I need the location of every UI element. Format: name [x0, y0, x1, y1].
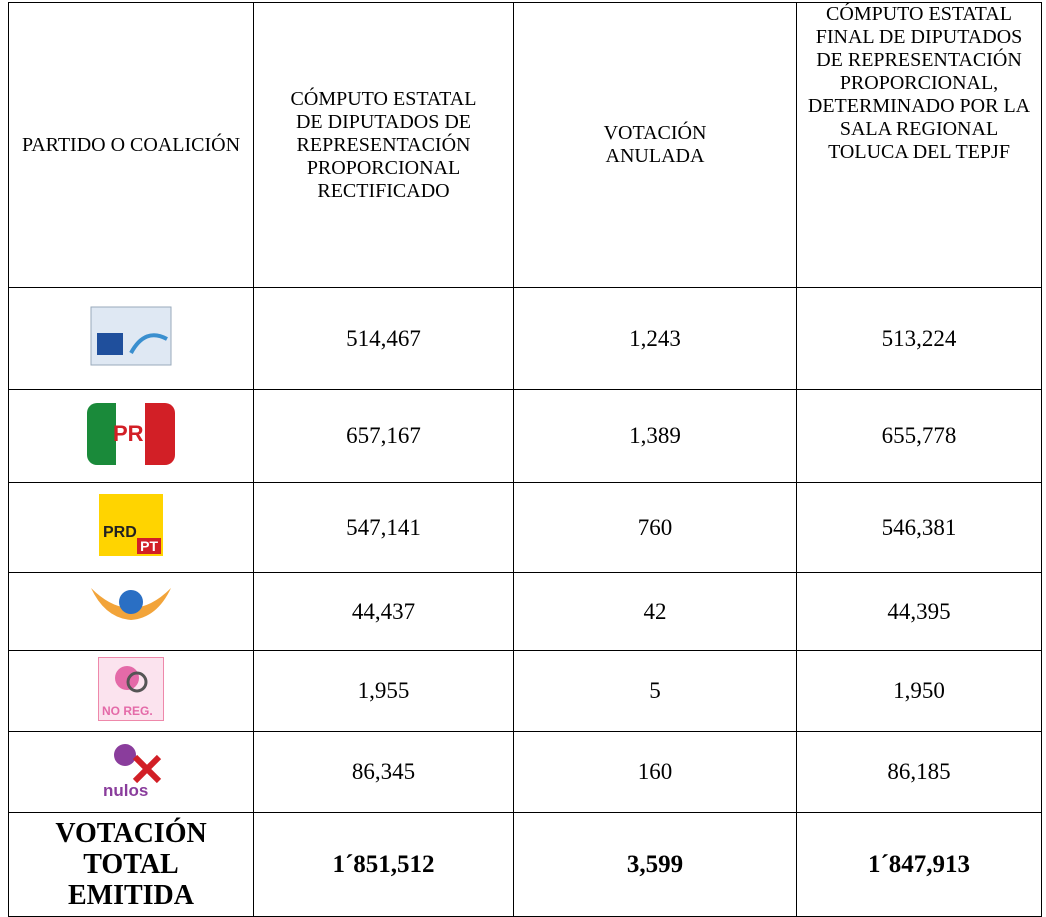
total-label: VOTACIÓN TOTAL EMITIDA: [8, 812, 254, 917]
header-cell: CÓMPUTO ESTATAL FINAL DE DIPUTADOS DE RE…: [796, 2, 1042, 288]
logo-cell: PRI: [8, 389, 254, 483]
row: 514,467 1,243 513,224: [8, 287, 1042, 390]
logo-text: nulos: [103, 780, 149, 800]
cell: 546,381: [796, 482, 1042, 573]
cell: 1,243: [513, 287, 797, 390]
cell: 86,345: [253, 731, 514, 813]
logo-noreg: NO REG.: [98, 656, 164, 721]
logo-cell: nulos: [8, 731, 254, 813]
cell: 1,955: [253, 650, 514, 732]
cell: 1,389: [513, 389, 797, 483]
cell: 760: [513, 482, 797, 573]
cell: 44,437: [253, 572, 514, 651]
results-table: PARTIDO O COALICIÓN CÓMPUTO ESTATAL DE D…: [8, 2, 1042, 917]
logo-text: NO REG.: [102, 703, 153, 718]
logo-pan: [90, 306, 172, 366]
total-cell: 1´851,512: [253, 812, 514, 917]
logo-es: [91, 588, 171, 620]
logo-text: PRI: [113, 420, 150, 446]
cell: 1,950: [796, 650, 1042, 732]
cell: 42: [513, 572, 797, 651]
header-cell: CÓMPUTO ESTATAL DE DIPUTADOS DE REPRESEN…: [253, 2, 514, 288]
row: PRD PT 547,141 760 546,381: [8, 482, 1042, 573]
cell: 547,141: [253, 482, 514, 573]
logo-pri: PRI: [87, 402, 175, 465]
cell: 514,467: [253, 287, 514, 390]
logo-text: PT: [137, 538, 161, 554]
row: NO REG. 1,955 5 1,950: [8, 650, 1042, 732]
logo-text: PRD: [103, 524, 137, 541]
cell: 655,778: [796, 389, 1042, 483]
header-cell: PARTIDO O COALICIÓN: [8, 2, 254, 288]
total-cell: 1´847,913: [796, 812, 1042, 917]
logo-prd-pt: PRD PT: [99, 494, 163, 556]
row: nulos 86,345 160 86,185: [8, 731, 1042, 813]
cell: 86,185: [796, 731, 1042, 813]
cell: 160: [513, 731, 797, 813]
cell: 5: [513, 650, 797, 732]
logo-cell: [8, 287, 254, 390]
row: PRI 657,167 1,389 655,778: [8, 389, 1042, 483]
total-cell: 3,599: [513, 812, 797, 917]
cell: 44,395: [796, 572, 1042, 651]
cell: 657,167: [253, 389, 514, 483]
total-row: VOTACIÓN TOTAL EMITIDA 1´851,512 3,599 1…: [8, 812, 1042, 917]
logo-cell: NO REG.: [8, 650, 254, 732]
row: 44,437 42 44,395: [8, 572, 1042, 651]
header-cell: VOTACIÓN ANULADA: [513, 2, 797, 288]
logo-cell: PRD PT: [8, 482, 254, 573]
header-row: PARTIDO O COALICIÓN CÓMPUTO ESTATAL DE D…: [8, 2, 1042, 288]
logo-cell: [8, 572, 254, 651]
logo-nulos: nulos: [99, 738, 163, 801]
cell: 513,224: [796, 287, 1042, 390]
